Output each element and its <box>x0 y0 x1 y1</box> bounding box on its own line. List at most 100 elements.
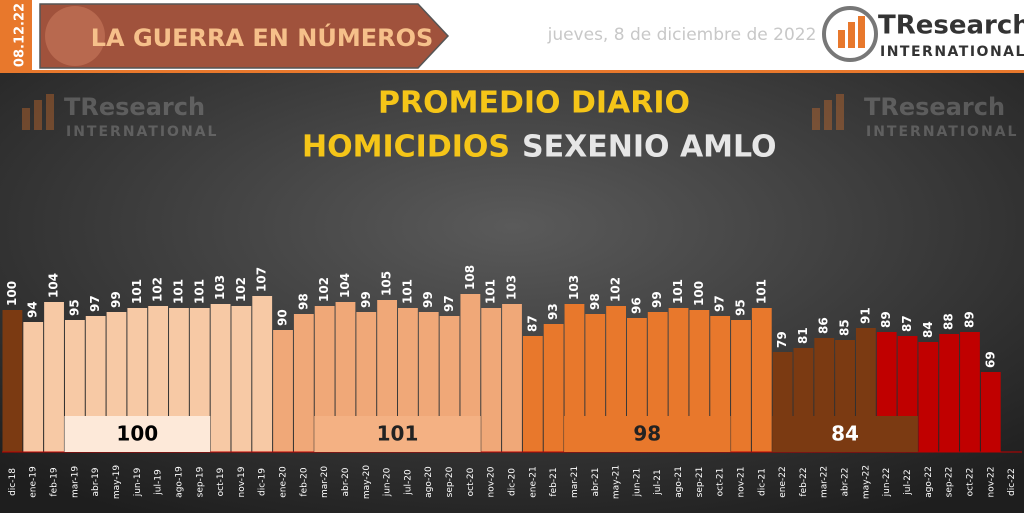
value-label: 99 <box>650 291 664 308</box>
x-tick-label: mar-19 <box>70 466 80 498</box>
x-tick-label: may-21 <box>612 465 622 499</box>
watermark-name: TResearch <box>864 93 1005 121</box>
bar <box>751 308 772 452</box>
value-label: 89 <box>879 311 893 328</box>
x-tick-label: abr-22 <box>841 467 851 496</box>
bar <box>606 306 626 452</box>
value-label: 99 <box>359 291 373 308</box>
x-tick-label: sep-22 <box>945 467 955 498</box>
bar <box>502 304 522 452</box>
x-tick-label: may-20 <box>362 465 372 499</box>
x-tick-label: oct-20 <box>466 467 476 496</box>
bar <box>44 302 64 452</box>
x-tick-label: nov-21 <box>736 467 746 498</box>
bar <box>335 302 356 452</box>
x-tick-label: abr-21 <box>591 467 601 496</box>
x-tick-label: dic-19 <box>258 468 268 496</box>
value-label: 84 <box>921 321 935 338</box>
x-tick-label: may-22 <box>861 465 871 499</box>
value-label: 87 <box>900 315 914 332</box>
bar <box>273 330 293 452</box>
x-tick-label: feb-22 <box>799 467 809 496</box>
bar <box>2 310 23 452</box>
value-label: 69 <box>983 351 997 368</box>
x-tick-label: dic-18 <box>8 468 18 496</box>
bar <box>918 342 939 452</box>
bar <box>543 324 564 452</box>
bar <box>377 300 398 452</box>
bar <box>210 304 231 452</box>
bar <box>460 294 481 452</box>
date-tag-bg <box>0 0 32 70</box>
bar <box>939 334 960 452</box>
average-label: 101 <box>377 422 419 446</box>
value-label: 87 <box>525 315 539 332</box>
value-label: 96 <box>629 297 643 314</box>
value-label: 101 <box>484 279 498 304</box>
watermark-sub: INTERNATIONAL <box>66 124 218 140</box>
bar <box>960 332 980 452</box>
x-tick-label: jul-22 <box>903 469 913 495</box>
value-label: 103 <box>505 275 519 300</box>
average-box <box>64 416 211 452</box>
value-label: 88 <box>942 313 956 330</box>
bar <box>231 306 252 452</box>
average-label: 98 <box>633 422 661 446</box>
banner-title: LA GUERRA EN NÚMEROS <box>91 22 434 52</box>
x-tick-label: dic-21 <box>757 468 767 496</box>
value-label: 102 <box>609 277 623 302</box>
value-label: 97 <box>713 295 727 312</box>
x-tick-label: nov-22 <box>986 467 996 498</box>
value-label: 90 <box>276 309 290 326</box>
value-label: 101 <box>671 279 685 304</box>
bar <box>564 304 585 452</box>
x-tick-label: mar-22 <box>820 466 830 498</box>
value-label: 102 <box>317 277 331 302</box>
bar <box>23 322 44 452</box>
x-tick-label: nov-19 <box>237 466 247 497</box>
x-tick-label: nov-20 <box>487 466 497 497</box>
bar <box>980 372 1001 452</box>
x-tick-label: sep-20 <box>445 466 455 497</box>
x-tick-label: abr-20 <box>341 467 351 496</box>
logo-name: TResearch <box>878 11 1024 41</box>
x-tick-label: ene-20 <box>279 466 289 498</box>
value-label: 101 <box>192 279 206 304</box>
value-label: 95 <box>67 299 81 316</box>
watermark-left: TResearch INTERNATIONAL <box>22 93 218 140</box>
x-tick-label: oct-19 <box>216 467 226 496</box>
bar <box>293 314 314 452</box>
value-label: 104 <box>338 273 352 298</box>
value-label: 101 <box>400 279 414 304</box>
chart-title: PROMEDIO DIARIO <box>378 86 690 121</box>
x-tick-label: jul-21 <box>653 469 663 495</box>
x-tick-label: mar-20 <box>320 466 330 498</box>
x-tick-label: ago-19 <box>174 466 184 498</box>
bar <box>314 306 335 452</box>
value-label: 95 <box>733 299 747 316</box>
x-tick-label: sep-21 <box>695 467 705 498</box>
value-label: 98 <box>296 293 310 310</box>
value-label: 108 <box>463 265 477 290</box>
value-label: 91 <box>858 307 872 324</box>
value-label: 93 <box>546 303 560 320</box>
average-box <box>772 416 918 452</box>
x-tick-label: jun-22 <box>882 468 892 498</box>
x-tick-label: sep-19 <box>195 466 205 497</box>
x-tick-label: dic-22 <box>1007 468 1017 496</box>
x-tick-label: jun-21 <box>632 468 642 498</box>
value-label: 103 <box>567 275 581 300</box>
bar <box>148 306 169 452</box>
watermark-name: TResearch <box>64 93 205 121</box>
x-tick-label: ago-21 <box>674 466 684 498</box>
value-label: 101 <box>171 279 185 304</box>
value-label: 85 <box>838 319 852 336</box>
watermark-sub: INTERNATIONAL <box>866 124 1018 140</box>
x-tick-label: jul-19 <box>154 469 164 496</box>
value-label: 101 <box>130 279 144 304</box>
value-label: 102 <box>151 277 165 302</box>
bar <box>252 296 273 452</box>
x-tick-label: may-19 <box>112 465 122 499</box>
chart-title-2b: SEXENIO AMLO <box>522 130 777 165</box>
